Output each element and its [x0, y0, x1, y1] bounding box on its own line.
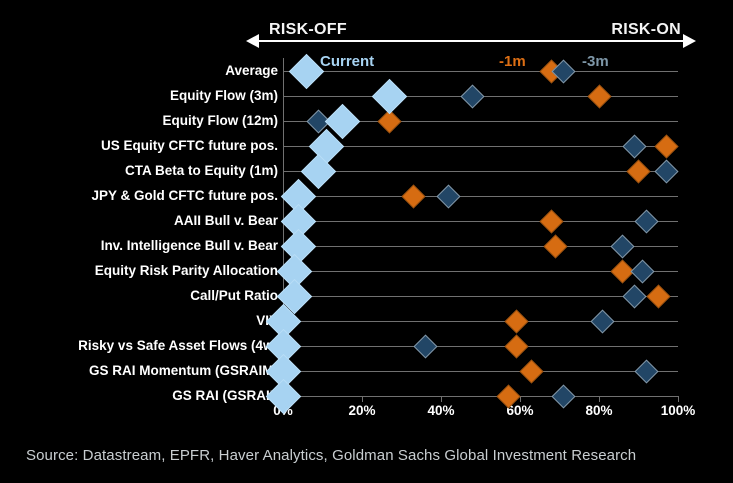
gridline	[283, 271, 678, 272]
x-tick-label: 60%	[506, 403, 534, 418]
x-tick-label: 100%	[660, 403, 696, 418]
row-label: Equity Flow (3m)	[170, 88, 278, 103]
marker-minus-3m	[630, 258, 655, 284]
marker-current	[371, 78, 408, 114]
marker-minus-1m	[504, 308, 529, 334]
x-tick	[441, 396, 442, 402]
y-axis-line	[283, 58, 284, 396]
arrow-left-icon	[246, 34, 259, 48]
row-label: US Equity CFTC future pos.	[101, 138, 278, 153]
gridline	[283, 371, 678, 372]
marker-minus-1m	[504, 333, 529, 359]
gridline	[283, 346, 678, 347]
x-tick	[520, 396, 521, 402]
gridline	[283, 71, 678, 72]
gridline	[283, 196, 678, 197]
x-tick-label: 80%	[585, 403, 613, 418]
gridline	[283, 146, 678, 147]
marker-minus-3m	[610, 233, 635, 259]
marker-minus-3m	[634, 208, 659, 234]
marker-minus-3m	[436, 183, 461, 209]
marker-minus-1m	[519, 358, 544, 384]
row-label: Equity Flow (12m)	[162, 113, 278, 128]
x-tick	[362, 396, 363, 402]
row-label: VIX	[0, 313, 278, 329]
source-line: Source: Datastream, EPFR, Haver Analytic…	[26, 447, 637, 464]
gridline	[283, 396, 678, 397]
risk-off-label: RISK-OFF	[269, 21, 347, 38]
row-label: CTA Beta to Equity (1m)	[124, 163, 278, 178]
gridline	[283, 121, 678, 122]
x-tick	[678, 396, 679, 402]
row-label: GS RAI Momentum (GSRAIM)	[89, 363, 278, 378]
marker-minus-3m	[590, 308, 615, 334]
legend-minus-1m-label: -1m	[499, 53, 526, 70]
row-label: GS RAI (GSRAII)	[172, 388, 278, 403]
x-tick-label: 20%	[348, 403, 376, 418]
gridline	[283, 246, 678, 247]
marker-minus-1m	[654, 133, 679, 159]
gridline	[283, 321, 678, 322]
row-label: Average	[225, 63, 278, 78]
arrow-right-icon	[683, 34, 696, 48]
marker-minus-3m	[460, 83, 485, 109]
marker-minus-1m	[401, 183, 426, 209]
x-tick	[599, 396, 600, 402]
marker-minus-3m	[622, 283, 647, 309]
legend-minus-3m-label: -3m	[582, 53, 609, 70]
marker-minus-1m	[543, 233, 568, 259]
legend-current-label: Current	[320, 53, 375, 70]
gridline	[283, 221, 678, 222]
marker-minus-3m	[622, 133, 647, 159]
gridline	[283, 296, 678, 297]
row-label: Inv. Intelligence Bull v. Bear	[100, 238, 278, 253]
marker-minus-1m	[586, 83, 612, 109]
marker-minus-3m	[413, 333, 438, 359]
risk-on-label: RISK-ON	[611, 21, 681, 38]
row-label: Risky vs Safe Asset Flows (4w)	[78, 338, 278, 353]
row-label: JPY & Gold CFTC future pos.	[91, 188, 278, 203]
risk-axis-arrow-line	[258, 40, 684, 42]
row-label: Equity Risk Parity Allocation	[94, 263, 278, 278]
marker-minus-3m	[654, 158, 679, 184]
marker-minus-1m	[539, 208, 564, 234]
x-tick-label: 40%	[427, 403, 455, 418]
marker-minus-1m	[646, 283, 671, 309]
gridline	[283, 171, 678, 172]
marker-minus-3m	[634, 358, 659, 384]
marker-minus-1m	[626, 158, 651, 184]
row-label: Call/Put Ratio	[190, 288, 278, 303]
row-label: AAII Bull v. Bear	[173, 213, 278, 228]
